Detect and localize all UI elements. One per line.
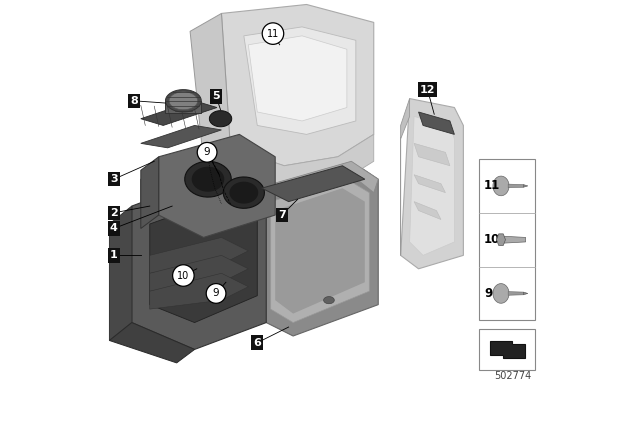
Polygon shape	[524, 292, 528, 295]
Polygon shape	[244, 27, 356, 134]
Polygon shape	[150, 237, 248, 273]
Polygon shape	[235, 161, 378, 211]
Polygon shape	[141, 157, 159, 228]
Polygon shape	[159, 134, 275, 237]
Polygon shape	[401, 99, 410, 255]
Polygon shape	[132, 179, 266, 349]
Text: 4: 4	[110, 224, 118, 233]
Polygon shape	[221, 134, 374, 193]
Polygon shape	[508, 184, 524, 188]
Polygon shape	[248, 36, 347, 121]
Text: 7: 7	[278, 210, 286, 220]
Polygon shape	[501, 236, 525, 243]
Text: 12: 12	[420, 85, 435, 95]
Polygon shape	[271, 179, 369, 323]
Polygon shape	[166, 90, 202, 112]
Polygon shape	[223, 177, 264, 208]
Text: 1: 1	[110, 250, 118, 260]
Polygon shape	[275, 188, 365, 314]
Polygon shape	[414, 143, 450, 166]
Polygon shape	[150, 255, 248, 291]
Polygon shape	[490, 341, 525, 358]
Polygon shape	[109, 323, 195, 363]
Polygon shape	[419, 112, 454, 134]
FancyBboxPatch shape	[479, 329, 536, 370]
Polygon shape	[497, 234, 506, 246]
Polygon shape	[262, 166, 365, 202]
Polygon shape	[324, 297, 334, 304]
Polygon shape	[165, 101, 202, 113]
Polygon shape	[190, 13, 230, 161]
Circle shape	[262, 23, 284, 44]
Polygon shape	[235, 188, 257, 327]
Text: 10: 10	[177, 271, 189, 280]
Polygon shape	[414, 175, 445, 193]
Text: 9: 9	[204, 147, 211, 157]
Polygon shape	[109, 206, 132, 340]
Text: 11: 11	[267, 29, 279, 39]
Polygon shape	[141, 101, 217, 125]
Polygon shape	[493, 176, 509, 196]
Polygon shape	[508, 292, 524, 295]
Polygon shape	[169, 92, 198, 110]
Text: 9: 9	[212, 289, 220, 298]
Text: 8: 8	[130, 96, 138, 106]
Text: 3: 3	[110, 174, 118, 184]
Polygon shape	[410, 116, 454, 255]
Text: 9: 9	[484, 287, 492, 300]
Polygon shape	[185, 161, 231, 197]
Text: 6: 6	[253, 338, 261, 348]
Polygon shape	[221, 4, 374, 166]
FancyBboxPatch shape	[479, 159, 536, 320]
Text: 11: 11	[484, 179, 500, 193]
Polygon shape	[150, 273, 248, 309]
Polygon shape	[209, 111, 232, 127]
Polygon shape	[150, 202, 257, 323]
Circle shape	[197, 142, 217, 162]
Polygon shape	[414, 202, 441, 220]
Text: 2: 2	[110, 208, 118, 218]
Polygon shape	[493, 284, 509, 303]
Text: 5: 5	[212, 91, 220, 101]
Text: 502774: 502774	[494, 371, 531, 381]
Circle shape	[206, 284, 226, 303]
Text: 10: 10	[484, 233, 500, 246]
Circle shape	[173, 265, 194, 286]
Polygon shape	[401, 99, 463, 269]
Polygon shape	[257, 161, 378, 336]
Polygon shape	[524, 185, 528, 187]
Polygon shape	[230, 182, 259, 203]
Polygon shape	[141, 125, 221, 148]
Polygon shape	[192, 167, 224, 192]
Polygon shape	[141, 157, 266, 224]
